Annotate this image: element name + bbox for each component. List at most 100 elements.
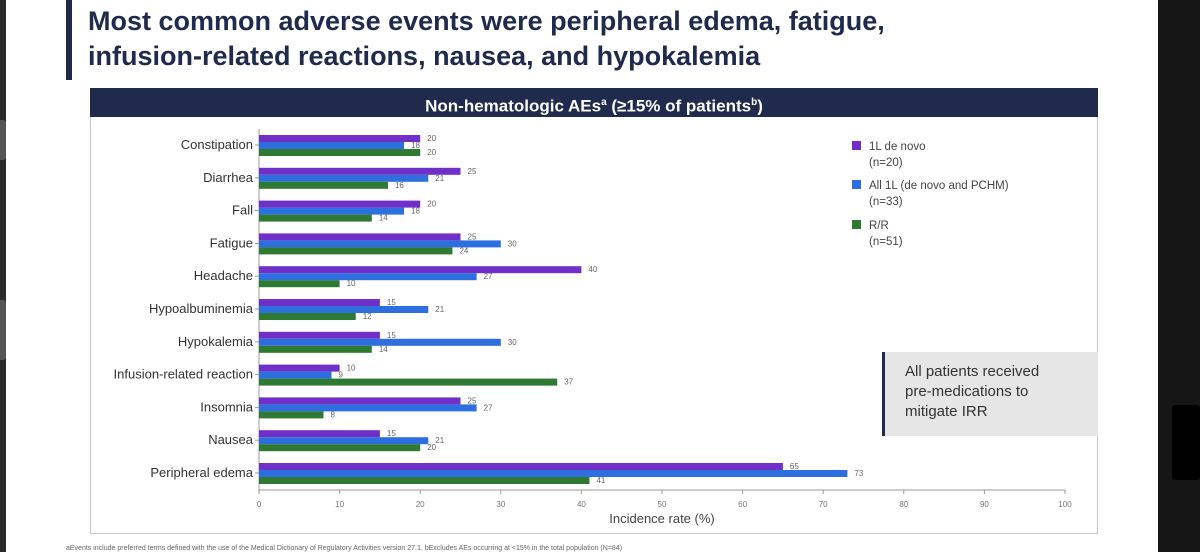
x-tick-label: 0 — [257, 500, 262, 509]
legend-swatch — [852, 180, 861, 189]
note-line2: pre-medications to — [905, 383, 1029, 400]
bar-value-label: 20 — [427, 134, 436, 143]
bar — [259, 364, 340, 372]
bar-value-label: 40 — [588, 265, 597, 274]
right-screen-edge — [1158, 0, 1200, 552]
bar-value-label: 18 — [411, 141, 420, 150]
category-label: Fatigue — [210, 235, 253, 250]
left-edge-mark — [0, 300, 6, 360]
legend-count: (n=33) — [869, 196, 903, 208]
bar — [259, 135, 421, 142]
x-tick-label: 70 — [819, 500, 828, 509]
premedication-note: All patients received pre-medications to… — [882, 352, 1098, 436]
bar — [259, 247, 453, 255]
bar — [259, 338, 501, 346]
bar-value-label: 20 — [427, 200, 436, 209]
bar-value-label: 16 — [395, 181, 404, 190]
bar-value-label: 8 — [330, 410, 335, 419]
category-label: Headache — [194, 268, 253, 283]
bar-value-label: 65 — [790, 462, 799, 471]
bar-value-label: 20 — [427, 148, 436, 157]
bar — [259, 411, 324, 419]
bar — [259, 200, 421, 208]
bar-value-label: 15 — [387, 331, 396, 340]
bar-value-label: 30 — [508, 338, 517, 347]
x-tick-label: 50 — [658, 500, 667, 509]
legend-label: All 1L (de novo and PCHM) — [869, 180, 1009, 192]
bar — [259, 463, 783, 470]
bar-value-label: 73 — [854, 469, 863, 478]
bar-value-label: 14 — [379, 214, 388, 223]
bar — [259, 181, 388, 189]
bar — [259, 233, 461, 241]
panel-title-sup-a: a — [601, 97, 607, 108]
bar — [259, 167, 461, 175]
slide-title-line2: infusion-related reactions, nausea, and … — [88, 41, 761, 71]
x-axis-title: Incidence rate (%) — [609, 511, 715, 526]
bar-value-label: 20 — [427, 443, 436, 452]
legend-label: R/R — [869, 220, 889, 232]
category-label: Infusion-related reaction — [114, 367, 253, 382]
bar — [259, 444, 421, 452]
category-label: Constipation — [181, 137, 253, 152]
bar-chart: 0 10 20 30 40 50 60 70 80 90 100 Incidence rate (%)… — [114, 129, 1072, 526]
bar-value-label: 10 — [347, 279, 356, 288]
bar — [259, 273, 477, 281]
category-label: Peripheral edema — [150, 465, 253, 480]
bar — [259, 313, 356, 320]
bar-value-label: 9 — [339, 371, 344, 380]
category-label: Hypoalbuminemia — [149, 301, 254, 316]
bar — [259, 470, 848, 477]
bar — [259, 280, 340, 288]
bar-value-label: 15 — [387, 298, 396, 307]
bar-value-label: 37 — [564, 378, 573, 387]
note-line3: mitigate IRR — [905, 403, 988, 420]
category-label: Diarrhea — [203, 170, 254, 185]
category-label: Fall — [232, 203, 253, 218]
panel-title-mid: (≥15% of patients — [606, 96, 752, 116]
legend-label: 1L de novo — [869, 141, 925, 153]
category-label: Insomnia — [200, 399, 254, 414]
bar-value-label: 21 — [435, 174, 444, 183]
bar-value-label: 10 — [347, 364, 356, 373]
chart-panel-header: Non-hematologic AEsa (≥15% of patientsb) — [90, 88, 1098, 117]
bar — [259, 142, 405, 149]
legend-swatch — [852, 141, 861, 150]
slide-title-line1: Most common adverse events were peripher… — [88, 6, 885, 36]
panel-title-sup-b: b — [751, 97, 758, 108]
bar — [259, 371, 332, 379]
bar — [259, 345, 372, 353]
bar-value-label: 15 — [387, 429, 396, 438]
bar-value-label: 21 — [435, 436, 444, 445]
bar-value-label: 41 — [596, 476, 605, 485]
title-accent-bar — [66, 0, 72, 80]
bar — [259, 437, 429, 445]
chart-panel — [90, 117, 1098, 534]
bar — [259, 404, 477, 412]
slide: Most common adverse events were peripher… — [0, 0, 1158, 552]
bar — [259, 174, 429, 182]
bar — [259, 266, 582, 274]
category-label: Hypokalemia — [178, 334, 254, 349]
bar — [259, 207, 405, 215]
legend-count: (n=51) — [869, 236, 903, 248]
bar — [259, 378, 558, 386]
bar-value-label: 14 — [379, 345, 388, 354]
left-edge-mark — [0, 120, 6, 160]
bar — [259, 397, 461, 405]
x-tick-label: 90 — [980, 500, 989, 509]
bar-value-label: 27 — [484, 272, 493, 281]
bar-value-label: 18 — [411, 207, 420, 216]
panel-title-end: ) — [757, 96, 763, 116]
bar — [259, 306, 429, 313]
panel-title-main: Non-hematologic AEs — [425, 96, 602, 116]
slide-title: Most common adverse events were peripher… — [88, 4, 1088, 74]
x-tick-label: 40 — [577, 500, 586, 509]
bar-value-label: 25 — [468, 396, 477, 405]
left-screen-edge — [0, 0, 6, 552]
right-edge-notch — [1172, 405, 1200, 480]
bar — [259, 331, 380, 339]
bar — [259, 299, 380, 306]
x-tick-label: 10 — [335, 500, 344, 509]
x-tick-label: 100 — [1058, 500, 1072, 509]
